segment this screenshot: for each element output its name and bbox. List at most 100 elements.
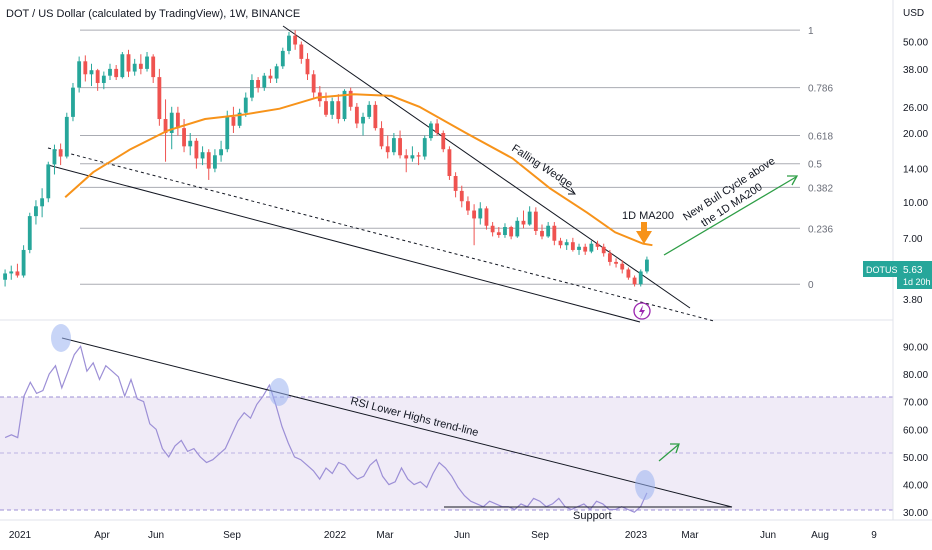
candle-body [354,106,359,124]
candle-body [552,225,557,241]
bull-cycle-arrow[interactable] [663,175,799,256]
candle-body [27,216,32,250]
time-tick-label: 9 [871,530,877,541]
candle-body [120,54,125,78]
candle-body [299,44,304,59]
candle-body [447,149,452,177]
rsi-high-marker-1[interactable] [51,324,71,352]
support-label[interactable]: Support [573,510,612,522]
rsi-tick-label: 40.00 [903,481,928,492]
rsi-high-marker-2[interactable] [269,378,289,406]
candle-body [410,155,415,159]
candle-body [280,50,285,67]
ma200-line[interactable] [64,93,653,247]
rsi-lower-highs-trendline[interactable] [61,337,733,508]
candlesticks [3,30,649,287]
candle-body [558,240,563,246]
price-tick-label: 50.00 [903,37,928,48]
price-axis[interactable]: 50.00 38.00 26.00 20.00 14.00 10.00 7.00 3.80 [903,37,928,305]
candle-body [422,138,427,157]
lightning-bolt-icon [633,302,651,320]
rsi-tick-label: 50.00 [903,453,928,464]
fib-level-label: 0.382 [808,183,833,194]
candle-body [540,230,544,237]
candle-body [305,58,310,75]
candle-body [287,35,291,51]
candle-body [361,116,365,124]
candle-body [459,190,464,202]
rsi-tick-label: 70.00 [903,398,928,409]
candle-body [101,75,106,83]
candle-body [64,116,69,157]
candle-body [546,225,551,237]
candle-body [293,35,298,45]
candle-body [213,155,217,169]
fib-level-label: 0 [808,280,814,291]
time-tick-label: Apr [94,530,110,541]
wedge-lower-line[interactable] [47,164,641,323]
candle-body [404,155,409,159]
candle-body [348,90,353,107]
ma200-label[interactable]: 1D MA200 [622,210,674,222]
candle-body [46,164,51,199]
candle-body [614,261,618,264]
candle-body [114,68,119,78]
fib-level-label: 0.786 [808,84,833,95]
candle-body [620,263,625,270]
candle-body [441,132,446,150]
price-tick-label: 7.00 [903,234,923,245]
time-tick-label: 2021 [9,530,32,541]
symbol-badge-text: DOTUSD [866,265,905,275]
candle-body [71,87,75,117]
candle-body [138,63,143,69]
candle-body [200,152,205,159]
candle-body [324,101,328,115]
chart-title: DOT / US Dollar (calculated by TradingVi… [6,8,300,20]
time-tick-label: Jun [760,530,776,541]
price-badge[interactable]: DOTUSD 5.63 1d 20h [863,261,932,289]
candle-body [496,232,501,236]
candle-body [570,242,575,250]
candle-body [379,128,384,147]
candle-body [169,112,174,133]
candle-body [367,104,372,117]
candle-body [311,74,316,93]
candle-body [15,271,20,276]
price-tick-label: 38.00 [903,65,928,76]
candle-body [416,155,421,157]
price-tick-label: 10.00 [903,198,928,209]
candle-body [453,176,458,191]
price-tick-label: 20.00 [903,129,928,140]
fib-level-label: 1 [808,26,814,37]
candle-body [231,116,236,126]
candle-body [77,61,82,88]
candle-body [126,54,131,72]
dashed-support-line[interactable] [47,147,715,322]
candle-body [157,77,162,120]
time-tick-label: Jun [148,530,164,541]
rsi-axis[interactable]: 90.00 80.00 70.00 60.00 50.00 40.00 30.00 [903,342,928,519]
time-tick-label: Jun [454,530,470,541]
candle-body [145,56,149,69]
symbol-badge [863,261,897,277]
candle-body [435,123,439,133]
candle-body [632,277,637,285]
countdown-text: 1d 20h [903,277,931,287]
time-tick-label: Mar [681,530,699,541]
rsi-line[interactable] [4,345,648,513]
candle-body [645,259,649,272]
rsi-high-marker-3[interactable] [635,470,655,500]
last-price-box [897,261,932,289]
rsi-tick-label: 30.00 [903,508,928,519]
candle-body [175,112,180,129]
candle-body [638,271,643,285]
candle-body [237,112,242,126]
time-axis[interactable]: 2021 Apr Jun Sep 2022 Mar Jun Sep 2023 Mar Jun Aug 9 [9,530,877,541]
candle-body [194,140,199,159]
candle-body [95,70,100,83]
price-axis-unit: USD [903,8,924,19]
rsi-breakout-arrow[interactable] [658,443,680,462]
candle-body [274,66,279,79]
candle-body [206,152,211,169]
